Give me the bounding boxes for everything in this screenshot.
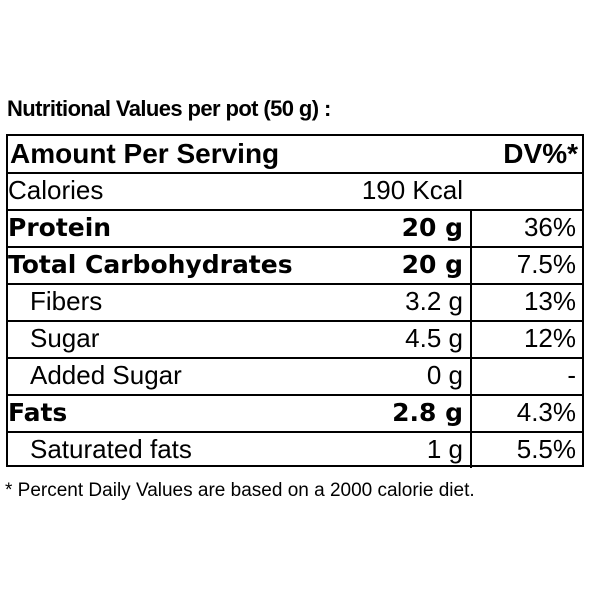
row-dv: 7.5%: [516, 249, 576, 279]
row-amount: 0 g: [426, 360, 463, 390]
footnote: * Percent Daily Values are based on a 20…: [5, 480, 475, 501]
row-label: Total Carbohydrates: [8, 250, 293, 279]
column-line: [470, 357, 472, 394]
header-label: Amount Per Serving: [10, 138, 280, 169]
row-amount: 20 g: [401, 213, 463, 242]
row-label: Fats: [8, 398, 68, 427]
row-dv: 4.3%: [516, 397, 576, 427]
row-label: Saturated fats: [30, 434, 192, 464]
row-amount: 20 g: [401, 250, 463, 279]
row-dv: 12%: [523, 323, 576, 353]
row-amount: 1 g: [426, 434, 463, 464]
column-line: [470, 209, 472, 246]
row-label: Sugar: [30, 323, 100, 353]
row-amount: 3.2 g: [405, 286, 463, 316]
row-line: [6, 283, 584, 285]
table-border: [6, 134, 584, 467]
row-label: Protein: [8, 213, 112, 242]
row-label: Added Sugar: [30, 360, 182, 390]
row-line: [6, 431, 584, 433]
row-amount: 2.8 g: [392, 398, 463, 427]
row-line: [6, 246, 584, 248]
row-dv: -: [567, 360, 576, 390]
row-line: [6, 209, 584, 211]
header-dv: DV%*: [503, 138, 578, 169]
row-dv: 36%: [523, 212, 576, 242]
row-amount: 4.5 g: [405, 323, 463, 353]
column-line: [470, 283, 472, 320]
row-label: Fibers: [30, 286, 103, 316]
column-line: [470, 246, 472, 283]
row-dv: 13%: [523, 286, 576, 316]
row-amount: 190 Kcal: [361, 175, 463, 205]
row-line: [6, 394, 584, 396]
column-line: [470, 394, 472, 431]
row-dv: 5.5%: [516, 434, 576, 464]
row-label: Calories: [8, 175, 104, 205]
column-line: [470, 320, 472, 357]
column-line: [470, 431, 472, 468]
row-line: [6, 172, 584, 174]
row-line: [6, 357, 584, 359]
title: Nutritional Values per pot (50 g) :: [7, 96, 331, 121]
row-line: [6, 320, 584, 322]
